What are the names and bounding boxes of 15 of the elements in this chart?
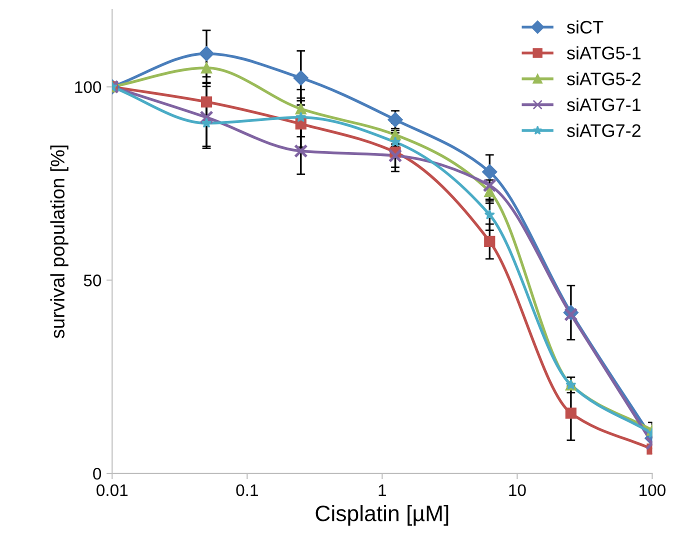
x-tick-label: 0.01 (96, 484, 128, 496)
x-axis-title: Cisplatin [µM] (316, 504, 448, 526)
x-tick-label: 100 (640, 484, 666, 496)
legend-label: siCT (566, 20, 604, 34)
x-tick-label: 10 (509, 484, 526, 496)
legend-label: siATG7-2 (566, 124, 640, 138)
y-tick-label: 100 (75, 81, 102, 94)
legend-label: siATG5-1 (566, 46, 641, 60)
legend-label: siATG5-2 (566, 72, 640, 86)
x-tick-label: 1 (378, 484, 386, 496)
x-tick-label: 0.1 (236, 484, 258, 496)
y-axis-title: survival population [%] (50, 146, 68, 338)
y-tick-label: 0 (93, 468, 102, 480)
legend-label: siATG7-1 (566, 98, 641, 112)
y-tick-label: 50 (84, 274, 102, 286)
